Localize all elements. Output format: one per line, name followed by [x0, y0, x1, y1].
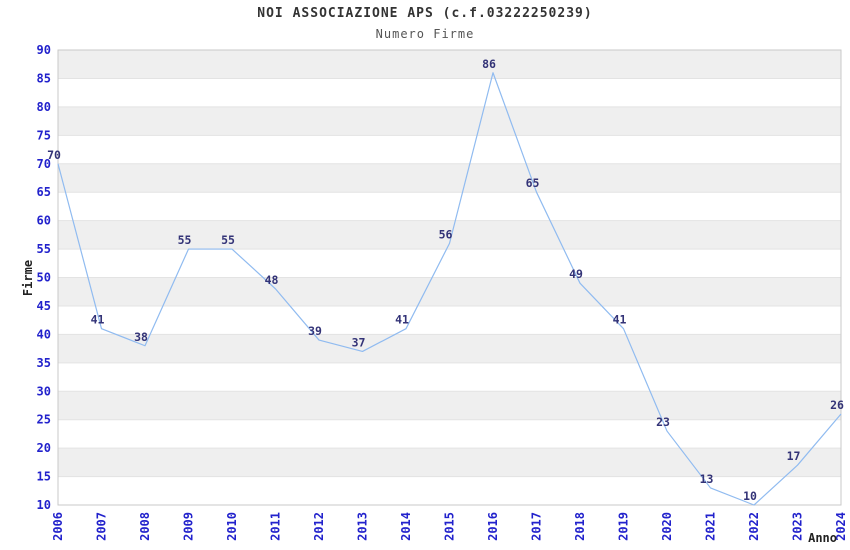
y-tick-label: 60: [37, 214, 51, 228]
data-label: 39: [308, 324, 322, 338]
data-label: 37: [352, 335, 366, 349]
x-tick-label: 2019: [617, 512, 631, 541]
data-label: 26: [830, 398, 844, 412]
data-label: 41: [395, 313, 409, 327]
y-tick-label: 30: [37, 384, 51, 398]
y-axis-title: Firme: [21, 259, 35, 297]
plot-band: [58, 163, 841, 193]
x-tick-label: 2024: [834, 512, 848, 541]
data-label: 86: [482, 57, 496, 71]
plot-band: [58, 448, 841, 477]
x-tick-label: 2015: [443, 512, 457, 541]
data-label: 48: [265, 273, 279, 287]
x-tick-label: 2020: [660, 512, 674, 541]
data-label: 10: [743, 489, 757, 503]
x-tick-label: 2017: [530, 512, 544, 541]
x-tick-label: 2021: [704, 512, 718, 541]
y-tick-label: 55: [37, 242, 51, 256]
x-tick-label: 2016: [486, 512, 500, 541]
x-tick-label: 2013: [356, 512, 370, 541]
x-tick-label: 2012: [312, 512, 326, 541]
y-tick-label: 40: [37, 327, 51, 341]
data-label: 13: [700, 472, 714, 486]
x-tick-label: 2023: [791, 512, 805, 541]
chart-subtitle: Numero Firme: [375, 27, 475, 41]
data-label: 55: [221, 233, 235, 247]
plot-border: [57, 49, 842, 506]
data-label: 23: [656, 415, 670, 429]
x-tick-label: 2010: [225, 512, 239, 541]
y-tick-label: 90: [37, 43, 51, 57]
y-tick-label: 50: [37, 271, 51, 285]
data-label: 17: [787, 449, 801, 463]
y-tick-label: 75: [37, 128, 51, 142]
data-label: 49: [569, 267, 583, 281]
x-tick-label: 2022: [747, 512, 761, 541]
data-label: 41: [613, 313, 627, 327]
plot-band: [58, 334, 841, 363]
data-label: 65: [526, 176, 540, 190]
y-tick-label: 25: [37, 413, 51, 427]
chart-title: NOI ASSOCIAZIONE APS (c.f.03222250239): [257, 6, 593, 21]
y-tick-label: 35: [37, 356, 51, 370]
y-tick-label: 20: [37, 441, 51, 455]
y-tick-label: 70: [37, 157, 51, 171]
series-line: [57, 72, 842, 506]
x-tick-label: 2009: [182, 512, 196, 541]
y-tick-label: 15: [37, 470, 51, 484]
data-label: 70: [47, 148, 61, 162]
x-tick-label: 2007: [95, 512, 109, 541]
y-tick-label: 65: [37, 185, 51, 199]
data-label: 56: [439, 227, 453, 241]
x-tick-label: 2018: [573, 512, 587, 541]
data-label: 38: [134, 330, 148, 344]
data-label: 55: [178, 233, 192, 247]
x-tick-label: 2008: [138, 512, 152, 541]
x-axis-title: Anno: [808, 531, 837, 545]
plot-band: [58, 106, 841, 136]
x-tick-label: 2006: [51, 512, 65, 541]
y-tick-label: 10: [37, 498, 51, 512]
y-tick-label: 85: [37, 71, 51, 85]
plot-band: [58, 50, 841, 79]
data-label: 41: [91, 313, 105, 327]
plot-band: [58, 277, 841, 306]
plot-band: [58, 391, 841, 420]
x-tick-label: 2014: [399, 512, 413, 541]
y-tick-label: 80: [37, 100, 51, 114]
x-tick-label: 2011: [269, 512, 283, 541]
y-tick-label: 45: [37, 299, 51, 313]
